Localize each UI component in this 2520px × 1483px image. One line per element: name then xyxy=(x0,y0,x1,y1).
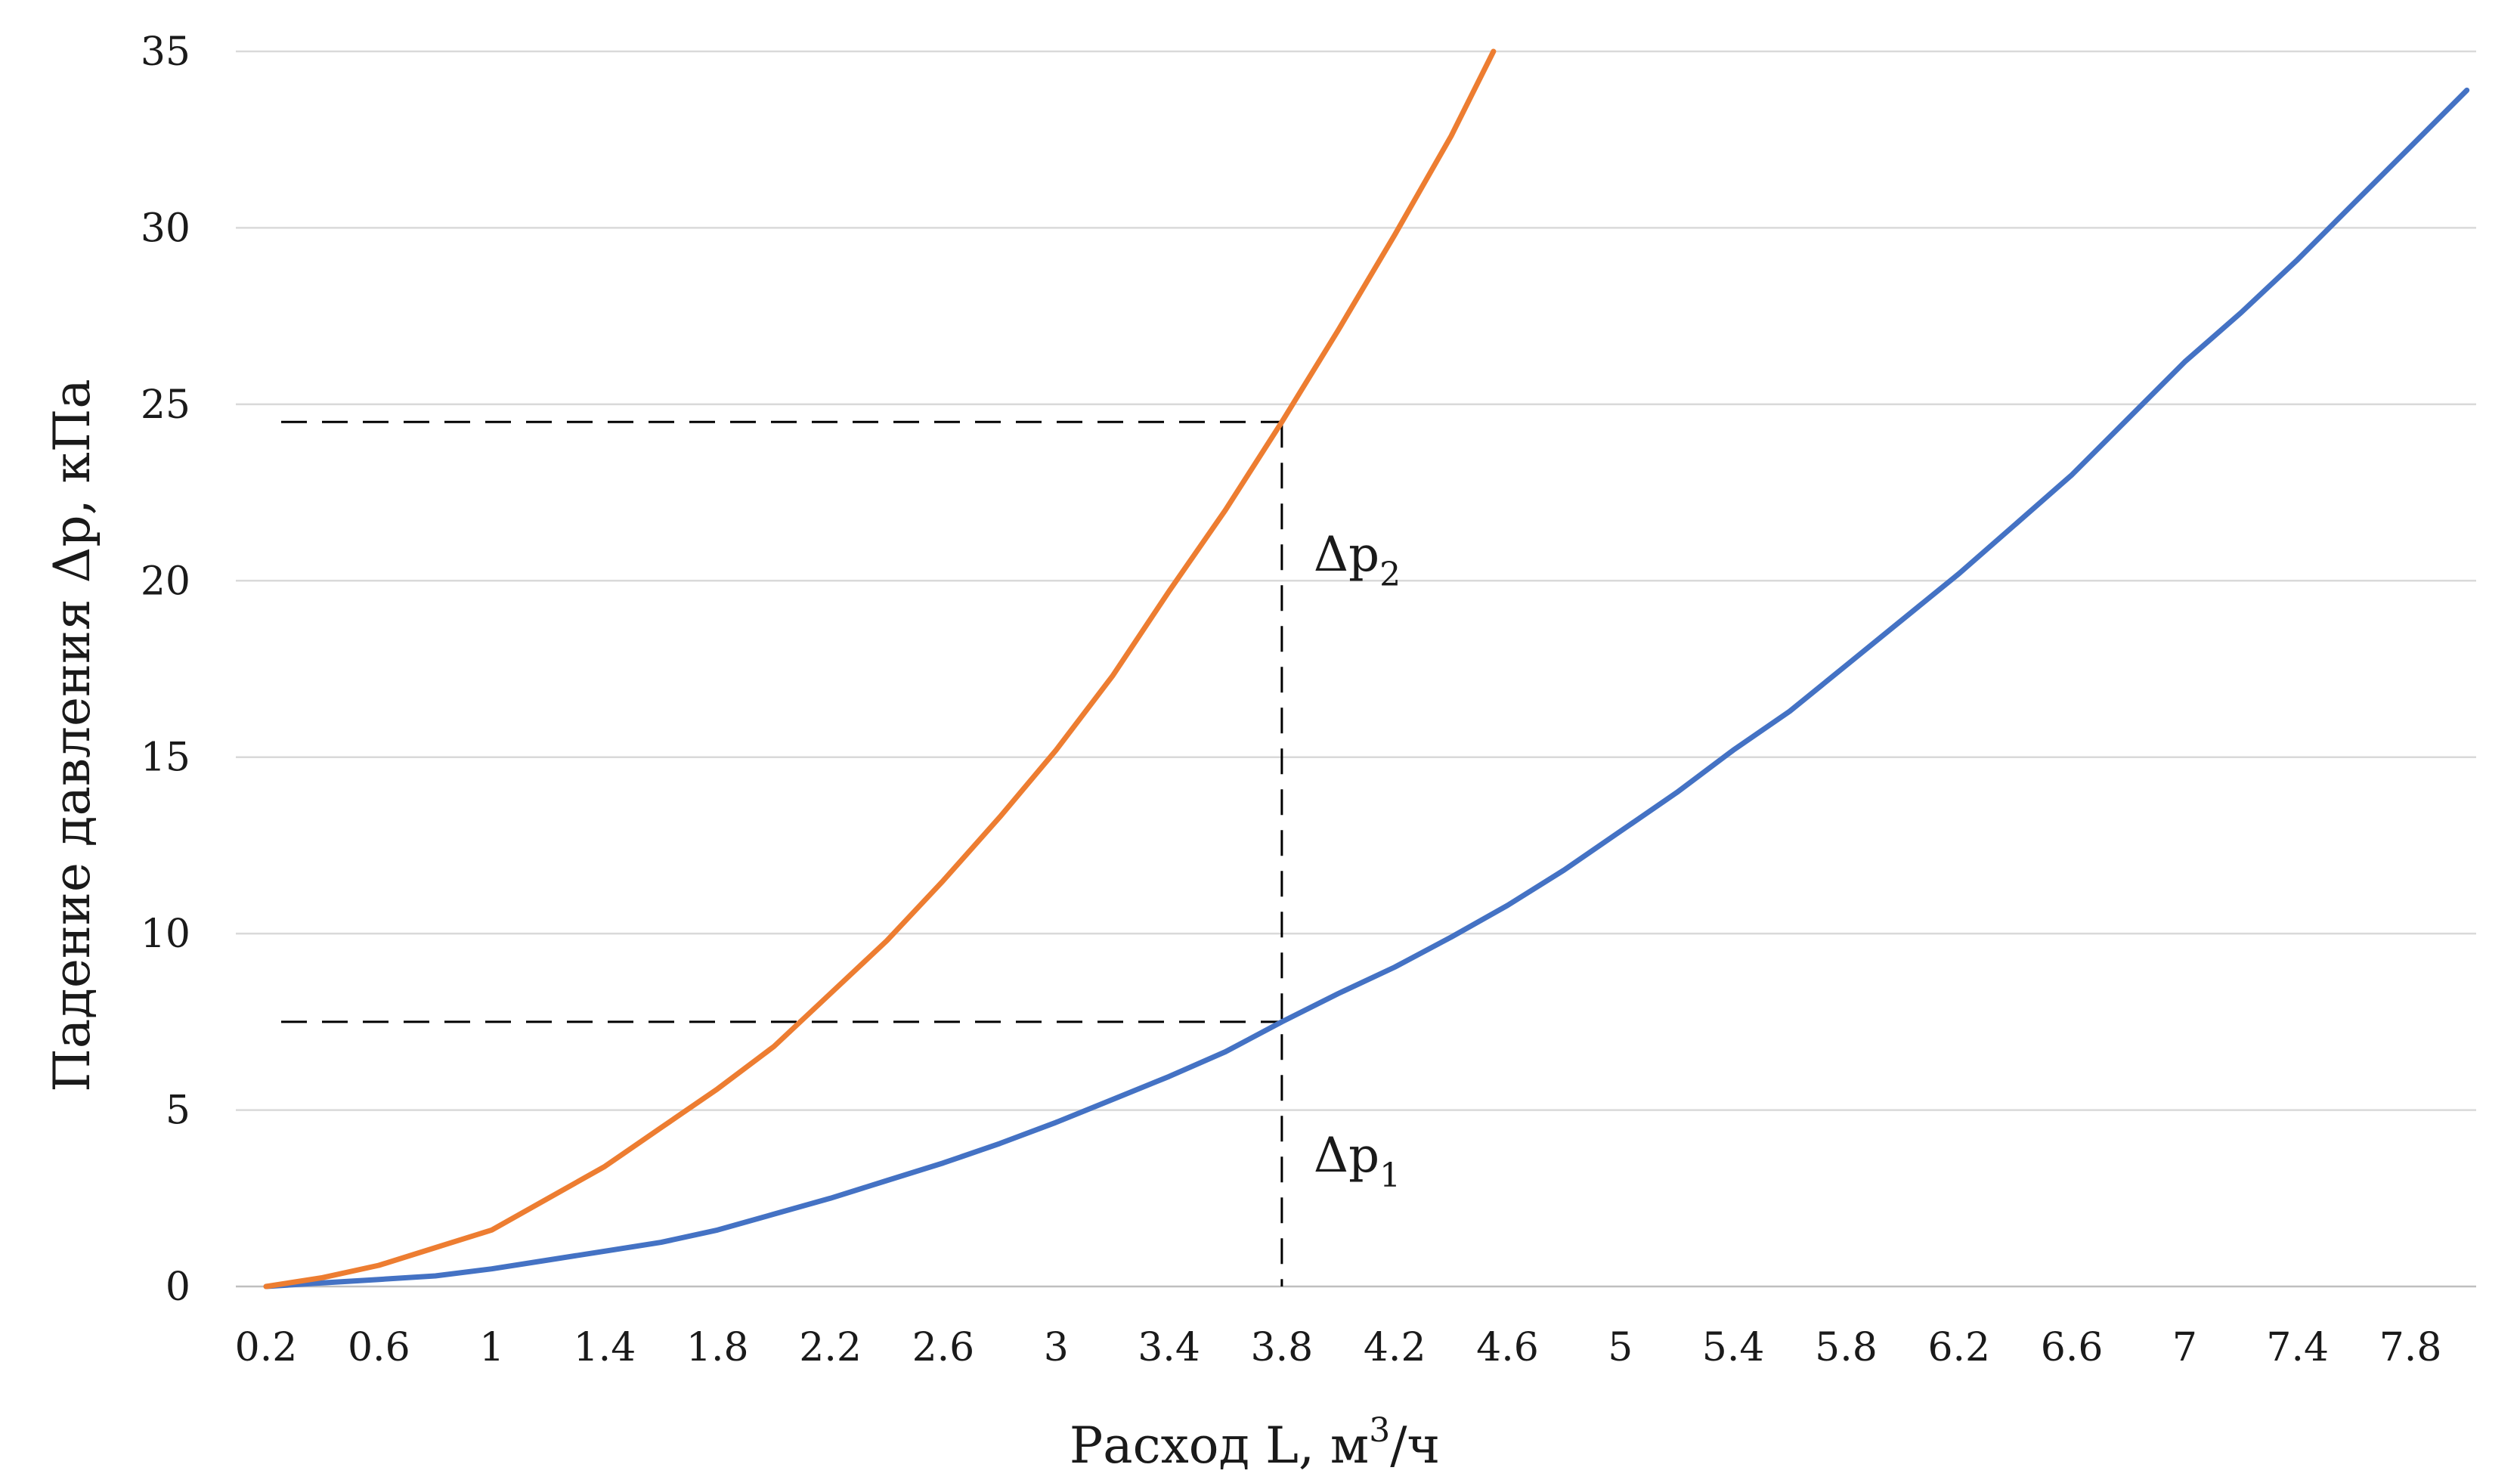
x-tick-label: 3.8 xyxy=(1251,1325,1314,1370)
series-line-2 xyxy=(263,48,1497,1289)
y-tick-label: 15 xyxy=(141,735,190,781)
x-tick-label: 5.4 xyxy=(1702,1325,1765,1370)
y-tick-label: 10 xyxy=(141,912,190,957)
annotation-main: Δp xyxy=(1314,527,1379,583)
y-tick-label: 20 xyxy=(141,559,190,604)
x-tick-label: 0.2 xyxy=(235,1325,298,1370)
x-tick-label: 3 xyxy=(1044,1325,1069,1370)
y-tick-label: 35 xyxy=(141,29,190,75)
x-tick-label: 1.4 xyxy=(574,1325,636,1370)
x-tick-label: 5 xyxy=(1608,1325,1633,1370)
x-tick-label: 2.6 xyxy=(912,1325,975,1370)
x-tick-label: 6.6 xyxy=(2041,1325,2104,1370)
y-axis-title: Падение давления Δp, кПа xyxy=(43,379,101,1091)
annotation-main: Δp xyxy=(1314,1128,1379,1184)
x-tick-label: 7 xyxy=(2172,1325,2197,1370)
y-tick-labels: 0 5 10 15 20 25 30 35 xyxy=(141,29,190,1310)
y-tick-label: 0 xyxy=(166,1265,190,1310)
annotation-dp1: Δp1 xyxy=(1314,1128,1401,1195)
x-tick-label: 4.6 xyxy=(1476,1325,1539,1370)
x-axis-title-main: Расход L, м xyxy=(1070,1416,1369,1475)
annotation-dp2: Δp2 xyxy=(1314,527,1401,594)
y-tick-label: 30 xyxy=(141,206,190,251)
x-tick-label: 2.2 xyxy=(799,1325,862,1370)
x-tick-label: 1.8 xyxy=(686,1325,749,1370)
x-tick-label: 3.4 xyxy=(1138,1325,1200,1370)
x-axis-title-sup: 3 xyxy=(1369,1411,1390,1450)
x-axis-title: Расход L, м3/ч xyxy=(1070,1411,1440,1475)
guide-lines xyxy=(281,420,1283,1286)
x-tick-label: 7.4 xyxy=(2266,1325,2329,1370)
series-lines xyxy=(263,48,2470,1289)
gridlines xyxy=(236,50,2476,1288)
y-tick-label: 5 xyxy=(166,1088,190,1134)
x-tick-label: 4.2 xyxy=(1364,1325,1426,1370)
x-tick-label: 1 xyxy=(479,1325,504,1370)
x-tick-label: 5.8 xyxy=(1815,1325,1878,1370)
x-tick-labels: 0.2 0.6 1 1.4 1.8 2.2 2.6 3 3.4 3.8 4.2 4.6 5 5.4 5.8 6… xyxy=(235,1325,2442,1370)
annotation-subscript: 2 xyxy=(1379,556,1401,594)
x-axis-title-suffix: /ч xyxy=(1390,1416,1440,1475)
x-tick-label: 6.2 xyxy=(1927,1325,1990,1370)
y-tick-label: 25 xyxy=(141,382,190,428)
annotation-subscript: 1 xyxy=(1379,1156,1401,1195)
x-tick-label: 0.6 xyxy=(348,1325,410,1370)
series-line-1 xyxy=(263,87,2470,1289)
x-tick-label: 7.8 xyxy=(2379,1325,2442,1370)
